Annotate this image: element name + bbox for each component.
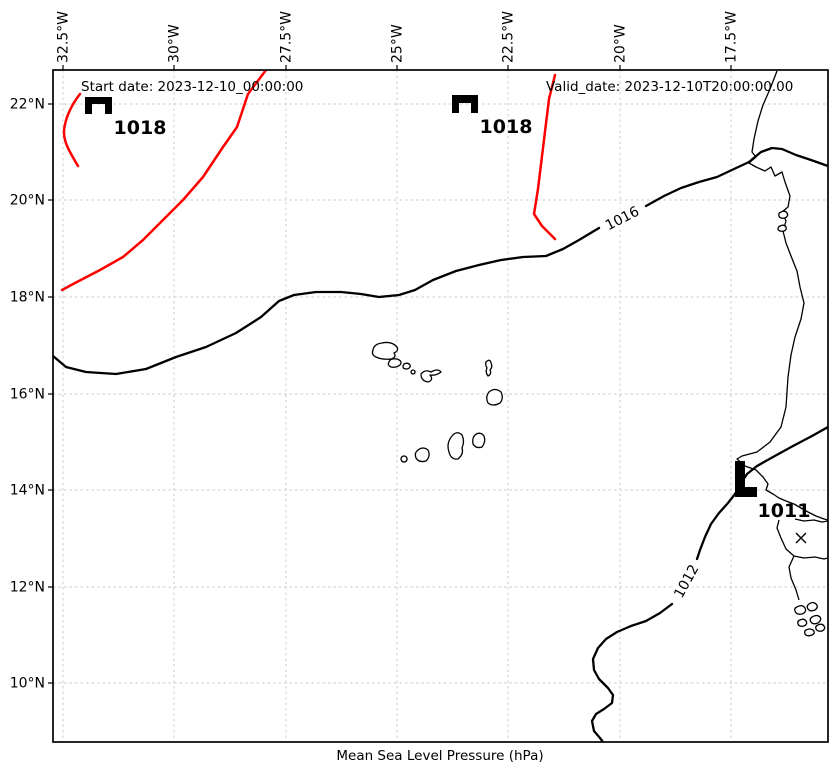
y-axis-tick-labels: 22°N 20°N 18°N 16°N 14°N 12°N 10°N — [10, 97, 45, 692]
bijagos-islands — [794, 601, 826, 637]
x-tick-label: 30°W — [167, 24, 183, 63]
y-tick-label: 14°N — [10, 483, 45, 499]
x-tick-label: 25°W — [390, 24, 406, 63]
x-tick-label: 22.5°W — [501, 11, 517, 63]
gridlines — [53, 70, 828, 742]
x-tick-label: 17.5°W — [724, 11, 740, 63]
low-pressure-marker — [735, 461, 757, 497]
high-pressure-marker-mid — [452, 95, 478, 113]
valid-date-text: Valid_date: 2023-12-10T20:00:00.00 — [546, 79, 793, 95]
high-pressure-value-west: 1018 — [114, 117, 167, 139]
x-tick-label: 27.5°W — [279, 11, 295, 63]
y-tick-label: 20°N — [10, 193, 45, 209]
y-tick-label: 10°N — [10, 676, 45, 692]
casamance-river — [793, 555, 828, 560]
isobar-1012-south — [590, 602, 674, 742]
coastline-south-path — [776, 519, 800, 601]
coastline-path — [736, 70, 828, 521]
red-isobar-west-long — [60, 70, 268, 292]
x-axis-label: Mean Sea Level Pressure (hPa) — [336, 748, 543, 764]
isobar-label-1016-mask — [599, 199, 646, 235]
start-date-text: Start date: 2023-12-10_00:00:00 — [81, 79, 303, 95]
coastline-west-africa — [371, 70, 828, 637]
x-tick-label: 20°W — [613, 24, 629, 63]
red-isobars — [60, 70, 557, 292]
black-isobars — [53, 146, 828, 742]
low-pressure-value: 1011 — [758, 500, 811, 522]
isobar-1016-east — [644, 146, 828, 208]
isobar-1012-north — [695, 425, 828, 561]
isobar-label-1012-group: 1012 — [668, 559, 703, 603]
axes-frame — [52, 69, 829, 743]
isobar-label-1012-mask — [668, 559, 703, 603]
high-pressure-value-mid: 1018 — [480, 116, 533, 138]
high-pressure-marker-west — [85, 97, 112, 114]
red-isobar-west-short — [62, 92, 82, 168]
x-axis-tick-labels: 32.5°W 30°W 27.5°W 25°W 22.5°W 20°W 17.5… — [56, 11, 740, 63]
banc-arguin-islets — [777, 210, 789, 232]
y-tick-label: 16°N — [10, 387, 45, 403]
cape-verde-islands — [371, 341, 503, 463]
y-tick-label: 12°N — [10, 580, 45, 596]
isobar-label-1016-group: 1016 — [599, 199, 646, 235]
x-tick-label: 32.5°W — [56, 11, 72, 63]
tick-marks — [48, 65, 732, 684]
red-isobar-middle — [532, 73, 557, 241]
x-position-marker — [795, 532, 807, 544]
y-tick-label: 18°N — [10, 290, 45, 306]
gambia-river — [794, 518, 828, 523]
isobar-1016-west — [53, 226, 601, 376]
y-tick-label: 22°N — [10, 97, 45, 113]
